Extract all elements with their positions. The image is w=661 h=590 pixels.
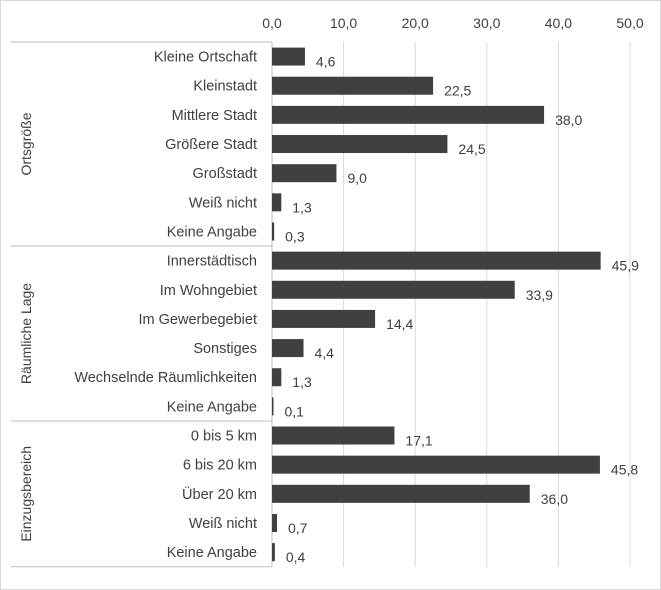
category-label: Im Gewerbegebiet <box>139 312 257 328</box>
value-label: 1,3 <box>292 374 312 390</box>
bar <box>272 280 515 299</box>
bar <box>272 543 275 562</box>
value-label: 45,8 <box>611 462 638 478</box>
bar <box>272 105 545 124</box>
bar <box>272 47 305 66</box>
value-labels: 4,622,538,024,59,01,30,345,933,914,44,41… <box>285 54 640 566</box>
category-label: 6 bis 20 km <box>183 458 257 474</box>
category-labels: Kleine Ortschaft Kleinstadt Mittlere Stadt… <box>74 50 257 562</box>
value-label: 33,9 <box>526 287 553 303</box>
category-label: 0 bis 5 km <box>191 429 257 445</box>
value-label: 1,3 <box>292 199 312 215</box>
value-label: 45,9 <box>612 258 639 274</box>
bar <box>272 484 530 503</box>
value-label: 4,6 <box>316 54 336 70</box>
category-label: Kleine Ortschaft <box>154 50 257 66</box>
bar <box>272 455 600 474</box>
category-label: Keine Angabe <box>167 545 257 561</box>
group-label: Ortsgröße <box>18 112 34 175</box>
value-label: 0,7 <box>288 520 308 536</box>
x-tick-label: 30,0 <box>473 15 500 31</box>
group-label: Räumliche Lage <box>18 283 34 384</box>
value-label: 0,4 <box>286 549 306 565</box>
bar <box>272 76 434 95</box>
category-label: Keine Angabe <box>167 224 257 240</box>
group-label: Einzugsbereich <box>18 446 34 542</box>
value-label: 0,3 <box>285 228 305 244</box>
category-label: Über 20 km <box>182 485 257 503</box>
bar <box>272 309 376 328</box>
value-label: 4,4 <box>315 345 335 361</box>
category-label: Kleinstadt <box>193 79 257 95</box>
category-label: Innerstädtisch <box>167 254 257 270</box>
x-tick-label: 0,0 <box>262 15 282 31</box>
value-label: 38,0 <box>555 112 582 128</box>
bar <box>272 397 274 416</box>
x-axis-ticks: 0,0 10,0 20,0 30,0 40,0 50,0 <box>262 15 644 31</box>
x-tick-label: 20,0 <box>402 15 429 31</box>
value-label: 36,0 <box>541 491 568 507</box>
x-tick-label: 50,0 <box>616 15 643 31</box>
value-label: 0,1 <box>285 403 305 419</box>
bar <box>272 426 395 445</box>
value-label: 22,5 <box>444 83 471 99</box>
bar <box>272 251 601 270</box>
bar <box>272 164 337 183</box>
bar <box>272 193 282 212</box>
category-label: Wechselnde Räumlichkeiten <box>74 370 257 386</box>
bar <box>272 222 275 241</box>
value-label: 9,0 <box>347 170 367 186</box>
x-tick-label: 10,0 <box>330 15 357 31</box>
category-label: Mittlere Stadt <box>172 108 257 124</box>
category-label: Großstadt <box>193 166 257 182</box>
bar <box>272 339 304 358</box>
category-label: Im Wohngebiet <box>160 283 257 299</box>
value-label: 17,1 <box>405 433 432 449</box>
bar <box>272 513 278 532</box>
bar <box>272 135 448 154</box>
bars <box>272 47 601 562</box>
category-label: Weiß nicht <box>189 516 257 532</box>
category-label: Größere Stadt <box>165 137 257 153</box>
x-tick-label: 40,0 <box>545 15 572 31</box>
category-label: Weiß nicht <box>189 195 257 211</box>
value-label: 24,5 <box>458 141 485 157</box>
bar <box>272 368 282 387</box>
category-label: Sonstiges <box>193 341 257 357</box>
category-label: Keine Angabe <box>167 399 257 415</box>
group-separators: Ortsgröße Räumliche Lage Einzugsbereich <box>11 41 273 568</box>
value-label: 14,4 <box>386 316 413 332</box>
